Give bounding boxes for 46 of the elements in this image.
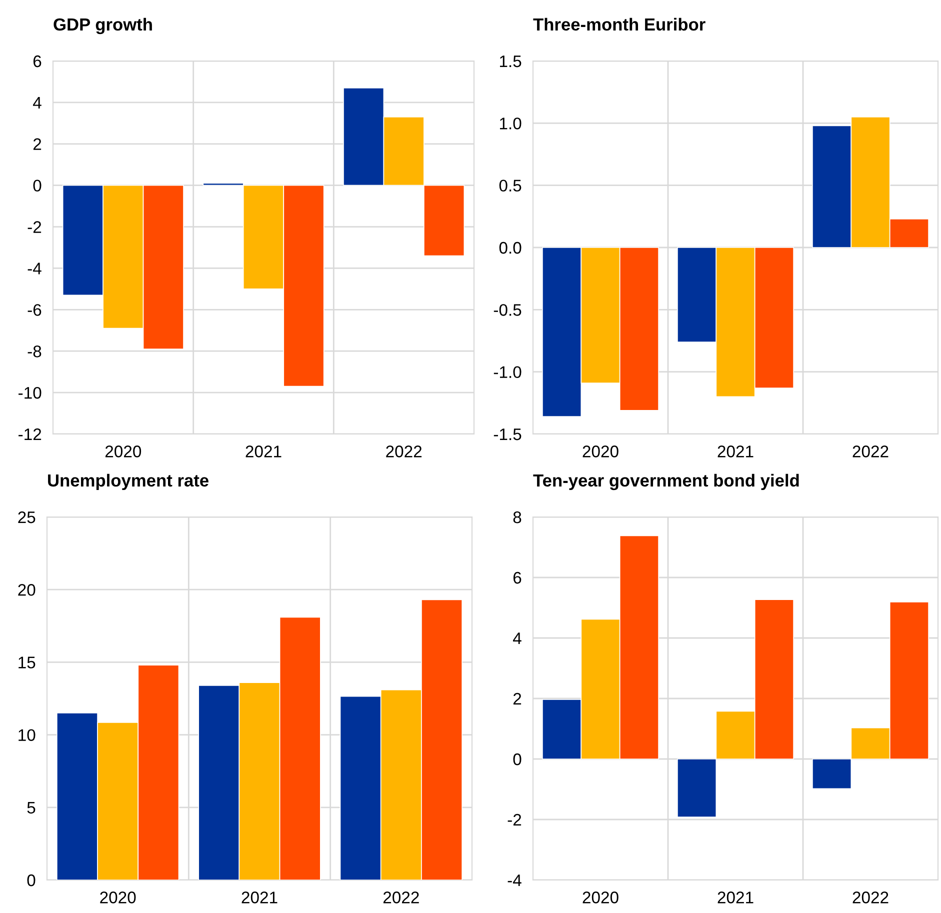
y-tick-label: 4 <box>33 97 42 108</box>
y-tick-label: 6 <box>513 572 522 584</box>
x-tick-label: 2020 <box>105 446 142 458</box>
x-tick-label: 2022 <box>852 892 888 904</box>
y-tick-label: -4 <box>28 262 42 274</box>
y-tick-label: -0.5 <box>494 304 522 316</box>
x-tick-label: 2021 <box>718 446 754 458</box>
y-tick-label: 5 <box>27 802 36 814</box>
y-tick-label: -8 <box>28 346 42 358</box>
y-tick-label: 0.0 <box>499 242 522 254</box>
x-tick-label: 2021 <box>246 446 282 458</box>
y-tick-label: 0.5 <box>499 180 522 192</box>
y-tick-label: 0 <box>513 753 522 766</box>
y-tick-label: 10 <box>18 729 36 742</box>
y-tick-label: -10 <box>18 386 42 399</box>
x-tick-label: 2021 <box>718 892 754 904</box>
y-tick-label: 0 <box>27 874 36 886</box>
y-tick-label: 6 <box>33 55 42 68</box>
y-tick-label: 1.0 <box>500 118 522 130</box>
x-tick-label: 2022 <box>852 446 888 458</box>
y-tick-label: 1.5 <box>500 56 522 68</box>
y-tick-label: -1.5 <box>494 428 522 440</box>
y-tick-label: 25 <box>18 511 36 524</box>
x-tick-label: 2021 <box>242 892 278 904</box>
y-tick-label: 20 <box>18 584 36 596</box>
y-tick-label: 0 <box>33 180 42 192</box>
y-tick-label: -4 <box>508 874 522 886</box>
x-tick-label: 2022 <box>383 892 419 904</box>
y-tick-label: -2 <box>508 814 522 826</box>
y-tick-label: 2 <box>513 692 522 705</box>
y-tick-label: -6 <box>28 304 42 316</box>
y-tick-label: 8 <box>513 511 522 524</box>
x-tick-label: 2020 <box>582 892 618 904</box>
y-tick-label: 4 <box>513 632 522 644</box>
x-tick-label: 2020 <box>582 446 618 458</box>
chart-title: Three-month Euribor <box>533 18 706 31</box>
y-tick-label: -1.0 <box>494 366 522 378</box>
x-tick-label: 2020 <box>100 892 136 904</box>
x-tick-label: 2022 <box>386 446 422 458</box>
y-tick-label: -12 <box>18 428 42 440</box>
chart-title: Ten-year government bond yield <box>533 474 799 490</box>
y-tick-label: 15 <box>18 656 36 668</box>
chart-title: Unemployment rate <box>48 474 208 490</box>
y-tick-label: 2 <box>33 138 42 150</box>
chart-title: GDP growth <box>54 18 152 34</box>
y-tick-label: -2 <box>28 221 42 233</box>
